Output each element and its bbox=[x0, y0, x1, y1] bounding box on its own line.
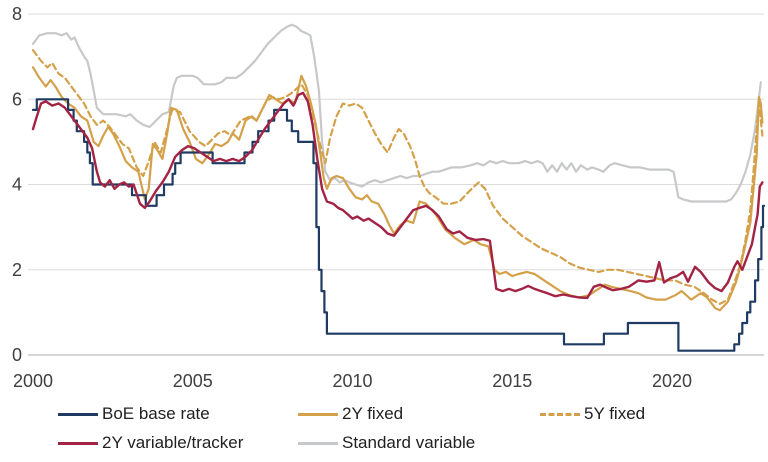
series-line-2y-variable-tracker bbox=[31, 91, 764, 300]
legend-label-2y-fixed: 2Y fixed bbox=[342, 404, 404, 423]
y-axis-tick-label: 6 bbox=[12, 89, 22, 109]
x-axis-tick-label: 2010 bbox=[332, 371, 372, 391]
rates-line-chart: 0 2 4 6 8 2000 2005 2010 2015 2020 bbox=[12, 4, 766, 391]
legend-label-5y-fixed: 5Y fixed bbox=[584, 404, 646, 423]
legend-item-5y-fixed: 5Y fixed bbox=[540, 403, 645, 425]
x-axis-tick-label: 2005 bbox=[173, 371, 213, 391]
boe-base-rate-line-swatch bbox=[58, 412, 98, 416]
legend-item-2y-variable-tracker: 2Y variable/tracker bbox=[58, 432, 243, 454]
legend-label-boe-base-rate: BoE base rate bbox=[102, 404, 210, 423]
x-axis-tick-label: 2020 bbox=[652, 371, 692, 391]
series-line-standard-variable bbox=[31, 23, 762, 203]
y-axis-tick-label: 0 bbox=[12, 345, 22, 365]
x-axis-tick-label: 2000 bbox=[13, 371, 53, 391]
legend-label-standard-variable: Standard variable bbox=[342, 433, 476, 452]
standard-variable-line-swatch bbox=[298, 441, 338, 445]
legend-item-standard-variable: Standard variable bbox=[298, 432, 475, 454]
series-line-5y-fixed bbox=[31, 49, 764, 305]
y-axis-tick-label: 4 bbox=[12, 175, 22, 195]
series-line-2y-fixed bbox=[31, 66, 764, 312]
x-axis-tick-label: 2015 bbox=[492, 371, 532, 391]
y-axis-tick-label: 8 bbox=[12, 4, 22, 24]
legend-label-2y-variable-tracker: 2Y variable/tracker bbox=[102, 433, 244, 452]
y-axis-tick-label: 2 bbox=[12, 260, 22, 280]
2y-fixed-line-swatch bbox=[298, 412, 338, 416]
2y-variable-tracker-line-swatch bbox=[58, 441, 98, 445]
legend-item-2y-fixed: 2Y fixed bbox=[298, 403, 403, 425]
chart-legend: BoE base rate 2Y fixed 5Y fixed 2Y varia… bbox=[0, 396, 768, 462]
rates-chart-area: 0 2 4 6 8 2000 2005 2010 2015 2020 bbox=[12, 4, 766, 391]
5y-fixed-line-swatch bbox=[540, 412, 580, 416]
series-line-boe-base-rate bbox=[31, 98, 766, 352]
legend-item-boe-base-rate: BoE base rate bbox=[58, 403, 210, 425]
